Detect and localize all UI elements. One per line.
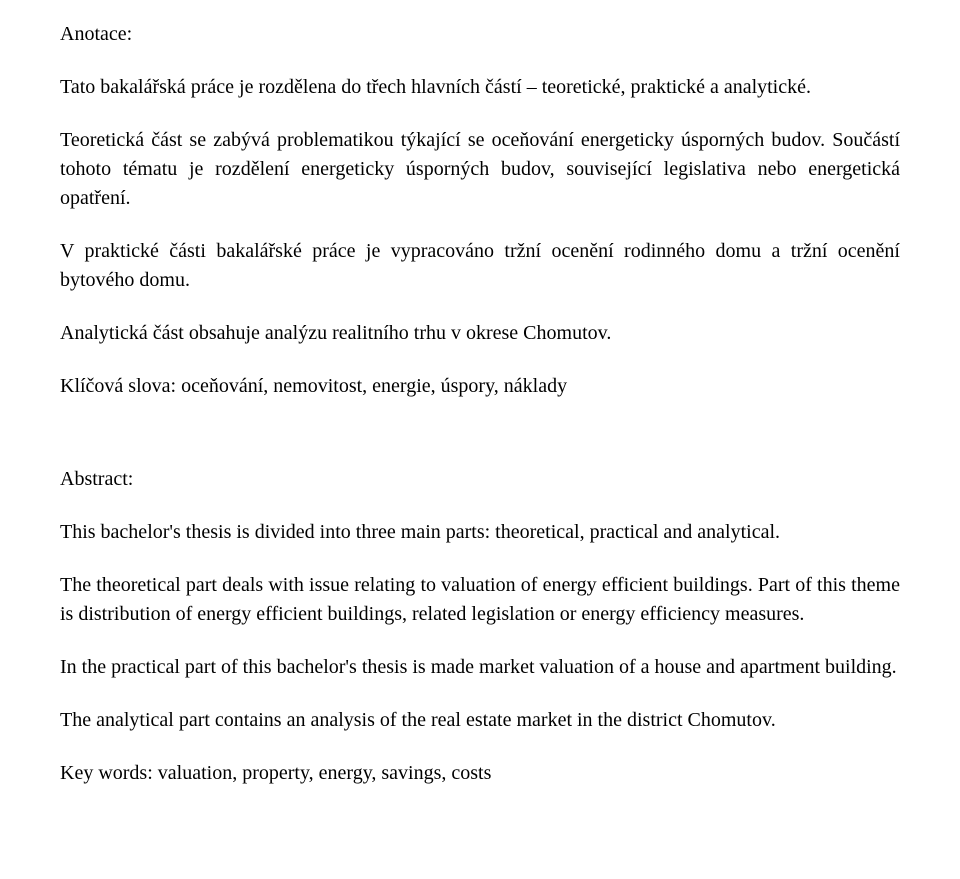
paragraph-7: The theoretical part deals with issue re… bbox=[60, 571, 900, 629]
section-gap bbox=[60, 425, 900, 465]
paragraph-2: Teoretická část se zabývá problematikou … bbox=[60, 126, 900, 213]
paragraph-4: Analytická část obsahuje analýzu realitn… bbox=[60, 319, 900, 348]
paragraph-6: This bachelor's thesis is divided into t… bbox=[60, 518, 900, 547]
paragraph-1: Tato bakalářská práce je rozdělena do tř… bbox=[60, 73, 900, 102]
abstract-heading: Abstract: bbox=[60, 465, 900, 494]
paragraph-5-keywords-cz: Klíčová slova: oceňování, nemovitost, en… bbox=[60, 372, 900, 401]
paragraph-9: The analytical part contains an analysis… bbox=[60, 706, 900, 735]
paragraph-8: In the practical part of this bachelor's… bbox=[60, 653, 900, 682]
paragraph-3: V praktické části bakalářské práce je vy… bbox=[60, 237, 900, 295]
anotace-heading: Anotace: bbox=[60, 20, 900, 49]
paragraph-10-keywords-en: Key words: valuation, property, energy, … bbox=[60, 759, 900, 788]
